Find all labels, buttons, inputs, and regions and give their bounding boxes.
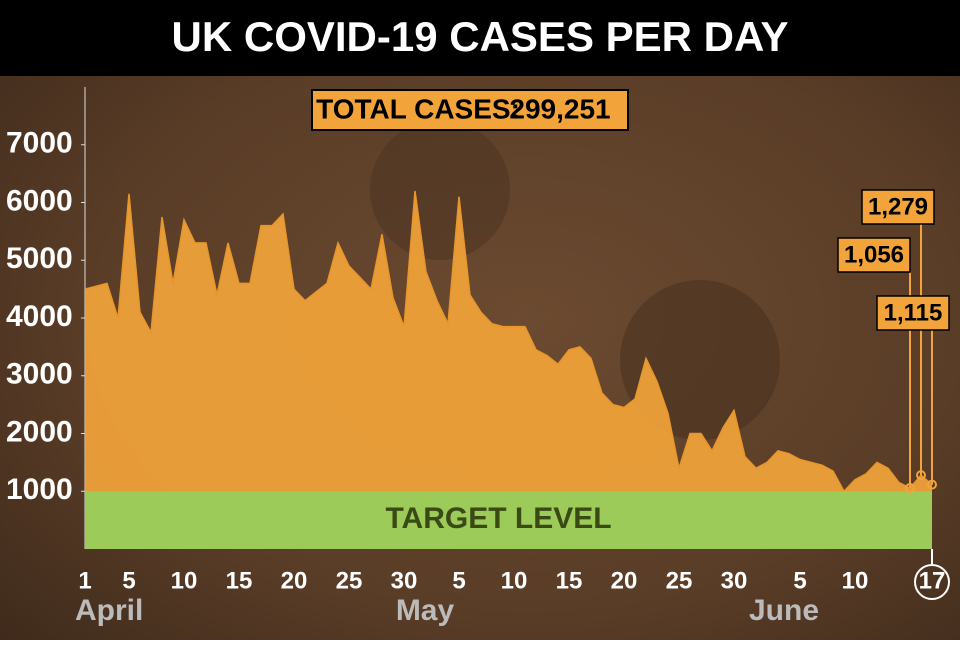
x-tick-label: 1	[78, 567, 91, 594]
callout-box	[876, 295, 950, 331]
x-tick-label: 17	[919, 567, 946, 594]
chart-title: UK COVID-19 CASES PER DAY	[172, 13, 789, 60]
x-tick-label: 5	[793, 567, 806, 594]
y-tick-label: 3000	[6, 358, 73, 391]
value-label: 1,279	[868, 193, 928, 220]
y-tick-label: 2000	[6, 415, 73, 448]
total-box	[311, 89, 629, 131]
month-label: June	[749, 594, 819, 627]
callout-dot	[916, 470, 926, 481]
x-tick-label: 15	[556, 567, 583, 594]
x-tick-label: 15	[226, 567, 253, 594]
x-tick-label: 10	[171, 567, 198, 594]
callout-box	[861, 189, 935, 225]
x-tick-label: 25	[336, 567, 363, 594]
callout-dot	[905, 483, 915, 494]
x-tick-label: 5	[122, 567, 135, 594]
month-label: May	[396, 594, 455, 627]
virus-decoration	[370, 120, 510, 260]
area	[85, 190, 932, 549]
callout-box	[837, 237, 911, 273]
value-label: 1,115	[884, 299, 943, 326]
callout-dot	[927, 479, 937, 490]
value-label: 1,056	[844, 241, 904, 268]
x-tick-label: 30	[721, 567, 748, 594]
x-tick-label: 20	[611, 567, 638, 594]
y-tick-label: 4000	[6, 300, 73, 333]
y-tick-label: 1000	[6, 473, 73, 506]
target-band	[85, 491, 932, 549]
y-tick-label: 6000	[6, 184, 73, 217]
area-line	[84, 190, 933, 493]
x-tick-label: 25	[666, 567, 693, 594]
x-tick-label: 5	[452, 567, 465, 594]
x-tick-label: 10	[501, 567, 528, 594]
x-tick-label: 20	[281, 567, 308, 594]
total-label: TOTAL CASES:	[316, 93, 520, 124]
month-label: April	[75, 594, 143, 627]
total-value: 299,251	[509, 93, 610, 124]
target-label: TARGET LEVEL	[385, 502, 611, 535]
x-tick-label: 10	[842, 567, 869, 594]
y-tick-label: 5000	[6, 242, 73, 275]
y-tick-label: 7000	[6, 127, 73, 160]
x-tick-label: 30	[391, 567, 418, 594]
title-bar	[0, 0, 960, 76]
